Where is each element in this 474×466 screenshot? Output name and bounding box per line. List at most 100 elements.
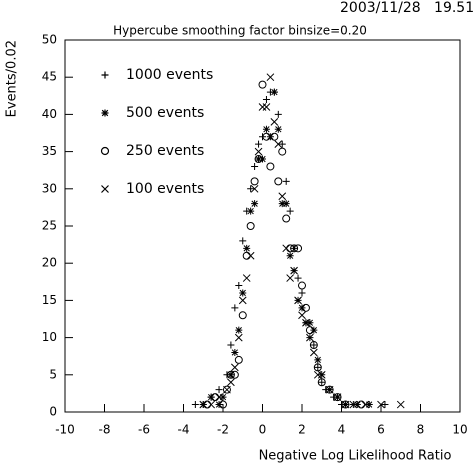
x-tick-label: -8 [99,423,111,437]
y-tick-label: 40 [42,107,57,121]
y-tick-label: 15 [42,293,57,307]
data-point [235,326,243,334]
y-tick-label: 0 [49,405,57,419]
data-point [302,318,310,327]
data-point [262,96,270,104]
data-point [239,237,247,245]
data-point [282,214,291,223]
data-point [262,103,271,111]
data-point [243,244,251,252]
data-point [377,400,385,409]
data-point [306,319,314,327]
data-point [247,207,255,215]
data-point [317,370,326,379]
data-point [314,363,322,371]
y-tick-label: 50 [42,33,57,47]
timestamp: 2003/11/28 19.51 [340,0,474,16]
data-point [199,400,208,409]
data-point [349,400,358,409]
legend-marker [101,109,109,117]
data-point [239,289,247,297]
data-point [282,244,291,253]
x-tick-label: 10 [452,423,467,437]
data-point [234,355,243,364]
data-point [310,341,318,349]
data-point [294,274,302,282]
x-tick-label: -2 [217,423,229,437]
data-point [251,200,259,208]
data-point [238,296,247,305]
data-point [274,110,282,118]
data-point [274,140,283,149]
data-point [294,296,302,305]
data-point [396,400,405,409]
data-point [278,192,287,201]
y-axis-label: Events/0.02 [5,40,20,117]
data-point [262,125,270,133]
data-point [305,326,314,335]
data-point [251,162,259,170]
data-point [317,378,326,387]
data-point [227,378,235,387]
y-tick-label: 10 [42,330,57,344]
x-axis-label: Negative Log Likelihood Ratio [259,449,452,464]
data-point [191,401,199,409]
data-point [235,282,243,290]
data-point [219,400,228,409]
data-point [246,251,255,260]
x-tick-label: -10 [55,423,75,437]
data-point [290,266,298,275]
y-tick-label: 30 [42,181,57,195]
data-point [255,140,263,148]
data-point [270,132,279,141]
data-point [333,393,342,401]
data-point [365,401,373,409]
data-point [254,147,263,156]
data-point [325,385,334,394]
data-point [298,289,306,297]
data-point [250,184,259,193]
data-point [250,177,259,186]
data-point [290,244,299,253]
x-tick-label: -6 [138,423,150,437]
data-point [207,400,216,409]
plot-frame [64,39,461,413]
legend-label: 1000 events [126,67,213,83]
x-tick-label: -4 [178,423,190,437]
legend-marker [101,71,109,79]
data-point [258,80,267,89]
chart-title: Hypercube smoothing factor binsize=0.20 [113,24,367,38]
y-tick-label: 25 [42,219,57,233]
data-point [270,117,279,126]
y-tick-label: 5 [49,367,57,381]
data-point [230,370,239,379]
data-point [270,88,278,96]
data-point [301,303,310,312]
data-point [266,162,275,171]
data-point [242,251,251,260]
data-point [278,200,286,208]
data-point [255,155,263,163]
data-point [258,103,267,111]
data-point [306,333,314,342]
data-point [361,400,370,409]
data-point [286,252,294,260]
data-point [274,125,282,133]
data-point [230,363,239,372]
data-point [313,363,322,372]
data-point [286,274,295,282]
data-point [254,155,263,164]
data-point [226,370,235,379]
data-point [231,304,239,312]
data-point [278,147,287,156]
legend-label: 100 events [126,181,204,197]
data-point [266,73,275,82]
data-point [286,244,295,253]
data-point [219,393,227,401]
data-point [278,140,286,148]
data-point [223,385,231,394]
x-tick-label: 6 [377,423,385,437]
x-tick-label: 0 [259,423,267,437]
data-point [246,222,255,230]
data-point [341,400,350,409]
